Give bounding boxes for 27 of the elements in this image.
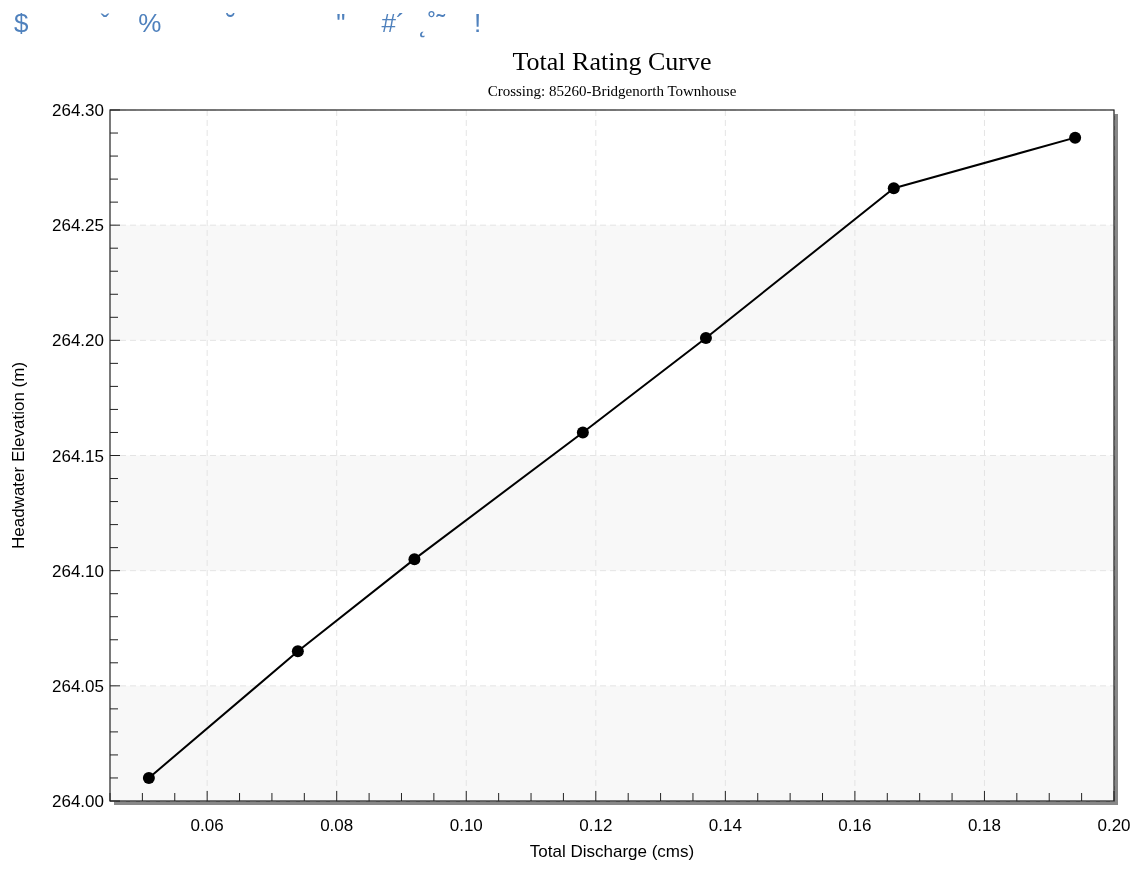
x-tick-label: 0.08 xyxy=(320,816,354,835)
point xyxy=(291,645,304,658)
chart-subtitle: Crossing: 85260-Bridgenorth Townhouse xyxy=(487,83,737,99)
text: $ ˇ % ˘ " #´ ˛˚˜ ! xyxy=(14,8,482,38)
x-tick-label: 0.12 xyxy=(579,816,613,835)
y-tick-label: 264.00 xyxy=(52,792,104,811)
x-tick-label: 0.18 xyxy=(967,816,1001,835)
x-tick-label: 0.10 xyxy=(449,816,483,835)
y-tick-label: 264.05 xyxy=(52,676,104,696)
point xyxy=(699,332,712,345)
x-axis-title: Total Discharge (cms) xyxy=(529,842,695,861)
y-axis-title: Headwater Elevation (m) xyxy=(9,361,28,550)
point xyxy=(887,182,900,195)
x-tick-label: 0.20 xyxy=(1097,816,1131,835)
y-tick-label: 264.25 xyxy=(52,216,104,236)
y-tick-label: 264.15 xyxy=(52,446,104,466)
y-tick-label: 264.10 xyxy=(52,561,104,581)
point xyxy=(576,426,589,439)
point xyxy=(1069,131,1082,144)
x-tick-label: 0.06 xyxy=(190,816,224,835)
chart-title: Total Rating Curve xyxy=(512,47,712,76)
x-tick-label: 0.14 xyxy=(708,816,742,835)
y-tick-label: 264.20 xyxy=(52,331,104,351)
x-tick-label: 0.16 xyxy=(838,816,872,835)
point xyxy=(142,771,155,784)
point xyxy=(408,553,421,566)
y-tick-label: 264.30 xyxy=(52,101,104,120)
